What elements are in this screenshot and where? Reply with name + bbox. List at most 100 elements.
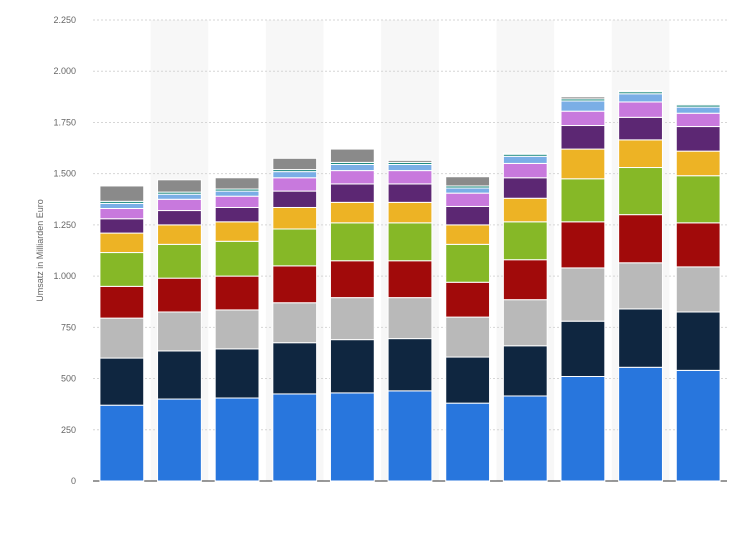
bar-segment-2[interactable] xyxy=(272,342,318,395)
bar-segment-9[interactable] xyxy=(560,100,606,112)
bar-segment-9[interactable] xyxy=(445,187,491,194)
bar-segment-1[interactable] xyxy=(560,376,606,482)
bar-stack[interactable] xyxy=(272,157,318,482)
bar-segment-2[interactable] xyxy=(675,311,721,371)
bar-segment-2[interactable] xyxy=(99,357,145,406)
bar-segment-11[interactable] xyxy=(675,103,721,106)
bar-segment-11[interactable] xyxy=(329,148,375,163)
bar-segment-3[interactable] xyxy=(560,267,606,322)
bar-segment-2[interactable] xyxy=(560,320,606,378)
bar-segment-6[interactable] xyxy=(502,197,548,223)
bar-segment-11[interactable] xyxy=(502,152,548,155)
bar-segment-11[interactable] xyxy=(157,179,202,193)
bar-segment-1[interactable] xyxy=(214,397,260,482)
bar-segment-8[interactable] xyxy=(99,207,145,220)
bar-segment-4[interactable] xyxy=(445,281,491,318)
bar-segment-7[interactable] xyxy=(618,116,663,141)
bar-segment-1[interactable] xyxy=(618,366,663,482)
bar-segment-1[interactable] xyxy=(387,390,433,482)
bar-segment-3[interactable] xyxy=(214,309,260,350)
bar-segment-1[interactable] xyxy=(157,398,202,482)
bar-segment-8[interactable] xyxy=(387,170,433,185)
bar-segment-4[interactable] xyxy=(618,214,663,264)
bar-segment-6[interactable] xyxy=(387,201,433,224)
bar-segment-8[interactable] xyxy=(214,195,260,208)
bar-stack[interactable] xyxy=(329,148,375,482)
bar-segment-6[interactable] xyxy=(329,201,375,224)
bar-segment-9[interactable] xyxy=(618,93,663,103)
bar-segment-3[interactable] xyxy=(272,302,318,344)
bar-segment-9[interactable] xyxy=(157,193,202,200)
bar-segment-9[interactable] xyxy=(675,106,721,114)
bar-segment-1[interactable] xyxy=(445,402,491,482)
bar-segment-11[interactable] xyxy=(214,177,260,190)
bar-segment-6[interactable] xyxy=(272,206,318,230)
bar-segment-7[interactable] xyxy=(675,126,721,152)
bar-segment-4[interactable] xyxy=(214,275,260,311)
bar-segment-5[interactable] xyxy=(445,243,491,283)
bar-segment-11[interactable] xyxy=(445,176,491,187)
bar-segment-3[interactable] xyxy=(618,262,663,310)
bar-segment-5[interactable] xyxy=(99,252,145,287)
bar-segment-3[interactable] xyxy=(445,316,491,358)
bar-segment-8[interactable] xyxy=(272,177,318,192)
bar-segment-7[interactable] xyxy=(445,205,491,226)
bar-segment-11[interactable] xyxy=(387,159,433,163)
bar-stack[interactable] xyxy=(157,179,202,482)
bar-segment-8[interactable] xyxy=(502,162,548,179)
bar-segment-8[interactable] xyxy=(560,110,606,127)
bar-segment-4[interactable] xyxy=(329,260,375,299)
bar-segment-1[interactable] xyxy=(502,395,548,482)
bar-segment-6[interactable] xyxy=(560,148,606,180)
bar-segment-2[interactable] xyxy=(387,338,433,392)
bar-segment-5[interactable] xyxy=(618,167,663,216)
bar-segment-2[interactable] xyxy=(618,308,663,368)
bar-segment-3[interactable] xyxy=(99,317,145,359)
bar-segment-2[interactable] xyxy=(329,339,375,394)
bar-segment-11[interactable] xyxy=(272,157,318,171)
bar-segment-4[interactable] xyxy=(157,277,202,313)
bar-segment-9[interactable] xyxy=(387,163,433,172)
bar-segment-4[interactable] xyxy=(387,260,433,299)
bar-segment-4[interactable] xyxy=(99,285,145,319)
bar-segment-5[interactable] xyxy=(157,243,202,279)
bar-segment-5[interactable] xyxy=(387,222,433,262)
bar-segment-2[interactable] xyxy=(445,356,491,404)
bar-segment-6[interactable] xyxy=(618,139,663,169)
bar-segment-7[interactable] xyxy=(502,177,548,199)
bar-segment-8[interactable] xyxy=(445,192,491,207)
bar-segment-4[interactable] xyxy=(272,265,318,304)
bar-segment-2[interactable] xyxy=(502,345,548,397)
bar-segment-7[interactable] xyxy=(272,190,318,208)
bar-segment-8[interactable] xyxy=(157,198,202,212)
bar-stack[interactable] xyxy=(502,152,548,482)
bar-segment-5[interactable] xyxy=(560,178,606,223)
bar-segment-6[interactable] xyxy=(99,232,145,254)
bar-segment-5[interactable] xyxy=(272,228,318,267)
bar-segment-5[interactable] xyxy=(675,175,721,224)
bar-stack[interactable] xyxy=(445,176,491,482)
bar-segment-3[interactable] xyxy=(387,297,433,340)
bar-segment-9[interactable] xyxy=(502,155,548,164)
bar-stack[interactable] xyxy=(560,96,606,482)
bar-stack[interactable] xyxy=(618,90,663,482)
bar-segment-2[interactable] xyxy=(214,348,260,399)
bar-segment-2[interactable] xyxy=(157,350,202,400)
bar-segment-5[interactable] xyxy=(502,221,548,261)
bar-segment-6[interactable] xyxy=(445,224,491,245)
bar-segment-3[interactable] xyxy=(502,299,548,347)
bar-segment-3[interactable] xyxy=(675,266,721,313)
bar-segment-8[interactable] xyxy=(675,112,721,128)
bar-segment-1[interactable] xyxy=(329,392,375,482)
bar-segment-3[interactable] xyxy=(329,297,375,341)
bar-segment-8[interactable] xyxy=(329,170,375,185)
bar-segment-11[interactable] xyxy=(618,90,663,93)
bar-stack[interactable] xyxy=(214,177,260,482)
bar-stack[interactable] xyxy=(387,159,433,482)
bar-segment-4[interactable] xyxy=(560,221,606,269)
bar-segment-8[interactable] xyxy=(618,101,663,118)
bar-segment-9[interactable] xyxy=(329,163,375,172)
bar-segment-3[interactable] xyxy=(157,311,202,352)
bar-segment-7[interactable] xyxy=(560,125,606,150)
bar-segment-5[interactable] xyxy=(329,222,375,262)
